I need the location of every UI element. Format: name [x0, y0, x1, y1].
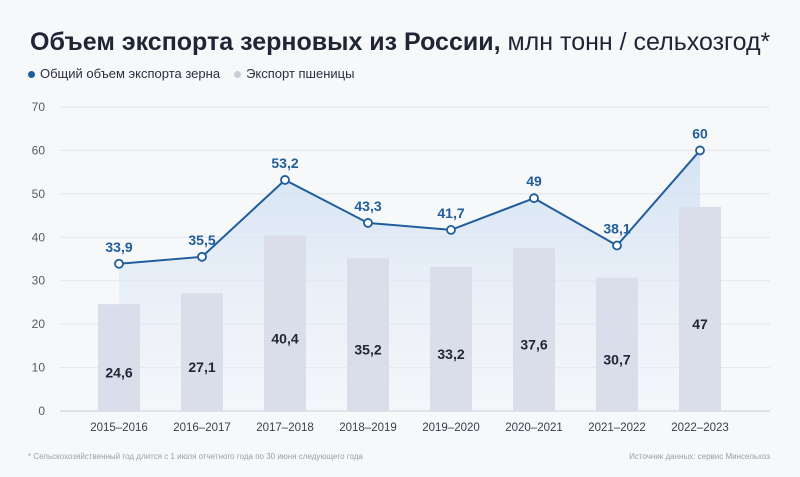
- x-tick-label: 2021–2022: [588, 422, 646, 434]
- x-tick-label: 2017–2018: [256, 422, 314, 434]
- bar-wheat: [98, 304, 140, 411]
- bar-value-label: 30,7: [603, 351, 630, 367]
- y-tick-label: 20: [32, 317, 46, 331]
- line-value-label: 41,7: [437, 205, 464, 221]
- line-point: [612, 240, 622, 251]
- legend-item-total: Общий объем экспорта зерна: [28, 66, 220, 81]
- y-tick-label: 50: [32, 187, 46, 201]
- bar-value-label: 27,1: [188, 359, 215, 375]
- source-note: Источник данных: сервис Минсельхоз: [629, 452, 770, 461]
- line-total: [118, 149, 701, 265]
- line-value-label: 43,3: [354, 198, 381, 214]
- line-point: [695, 145, 705, 156]
- bar-value-label: 40,4: [271, 330, 298, 346]
- bar-wheat: [596, 277, 638, 411]
- footnote: * Сельскохозяйственный год длится с 1 ию…: [28, 452, 363, 461]
- legend-label: Общий объем экспорта зерна: [40, 66, 221, 81]
- legend-dot-icon: [28, 71, 35, 79]
- bar-wheat: [430, 266, 472, 411]
- x-tick-label: 2018–2019: [339, 422, 397, 434]
- legend: Общий объем экспорта зерна Экспорт пшени…: [28, 66, 354, 81]
- title-units: млн тонн / сельхозгод*: [500, 28, 771, 56]
- bar-wheat: [347, 258, 389, 411]
- y-tick-label: 70: [32, 100, 46, 114]
- line-value-label: 49: [526, 173, 542, 189]
- bar-value-label: 24,6: [105, 365, 132, 381]
- bar-value-label: 37,6: [520, 336, 547, 352]
- x-tick-label: 2020–2021: [505, 422, 563, 434]
- x-tick-label: 2019–2020: [422, 422, 480, 434]
- line-value-label: 33,9: [105, 239, 132, 255]
- bar-wheat: [513, 247, 555, 411]
- line-point: [114, 258, 124, 269]
- chart-title: Объем экспорта зерновых из России, млн т…: [30, 28, 770, 57]
- line-value-label: 38,1: [603, 221, 630, 237]
- bar-wheat: [264, 235, 306, 411]
- x-tick-label: 2015–2016: [90, 422, 148, 434]
- bar-wheat: [679, 206, 721, 411]
- line-point: [280, 175, 290, 185]
- title-main: Объем экспорта зерновых из России,: [30, 28, 501, 56]
- bar-value-label: 47: [692, 316, 708, 332]
- y-tick-label: 0: [38, 404, 45, 418]
- legend-item-wheat: Экспорт пшеницы: [234, 66, 354, 81]
- line-point: [529, 193, 539, 204]
- y-tick-label: 30: [32, 274, 46, 288]
- line-value-label: 35,5: [188, 232, 215, 248]
- bar-value-label: 35,2: [354, 342, 381, 358]
- line-point: [446, 225, 456, 235]
- line-point: [197, 251, 207, 262]
- y-tick-label: 60: [32, 143, 46, 157]
- legend-dot-icon: [234, 71, 242, 79]
- y-tick-label: 40: [32, 230, 46, 244]
- x-tick-label: 2016–2017: [173, 422, 231, 434]
- bar-value-label: 33,2: [437, 346, 464, 362]
- bar-wheat: [181, 293, 223, 411]
- line-value-label: 53,2: [271, 155, 298, 171]
- line-value-label: 60: [692, 125, 708, 141]
- y-tick-label: 10: [32, 361, 46, 375]
- x-tick-label: 2022–2023: [671, 422, 729, 434]
- legend-label: Экспорт пшеницы: [246, 66, 355, 81]
- line-point: [363, 218, 373, 228]
